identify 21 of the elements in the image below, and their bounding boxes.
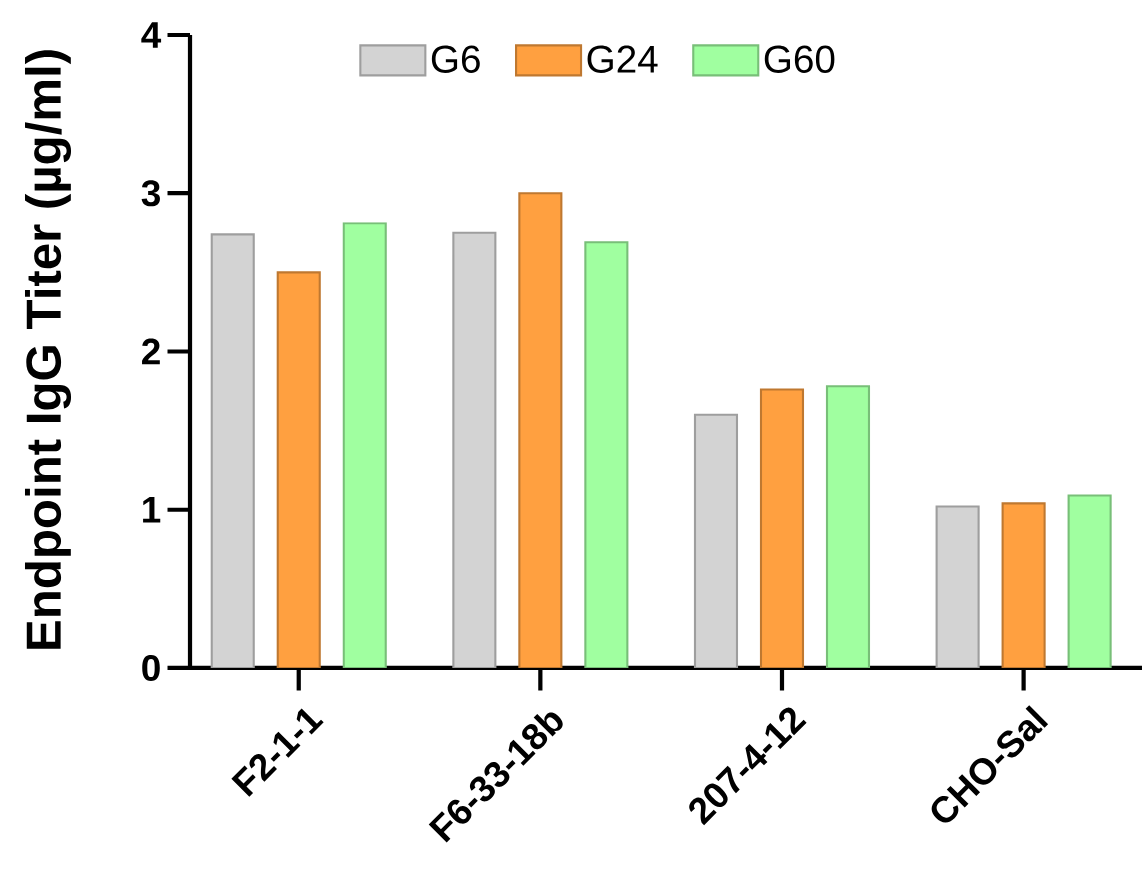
bar [210,233,255,668]
bar [935,505,980,668]
legend-label: G6 [431,45,480,73]
bar [518,192,563,668]
bar [342,222,387,668]
bar [1067,494,1112,668]
y-axis-title: Endpoint IgG Titer (µg/ml) [24,50,72,649]
bar [276,271,321,668]
legend-label: G60 [764,45,835,73]
bar [693,413,739,668]
y-tick-label: 2 [142,338,160,365]
y-tick-label: 0 [142,654,160,682]
y-tick-label: 1 [143,497,161,523]
y-tick-label: 3 [141,180,160,207]
bar [1001,502,1046,668]
bar [584,241,629,668]
bar [759,388,805,668]
y-tick-label: 4 [141,22,162,48]
bar [452,231,497,668]
bar [825,385,871,668]
legend-label: G24 [587,45,658,73]
